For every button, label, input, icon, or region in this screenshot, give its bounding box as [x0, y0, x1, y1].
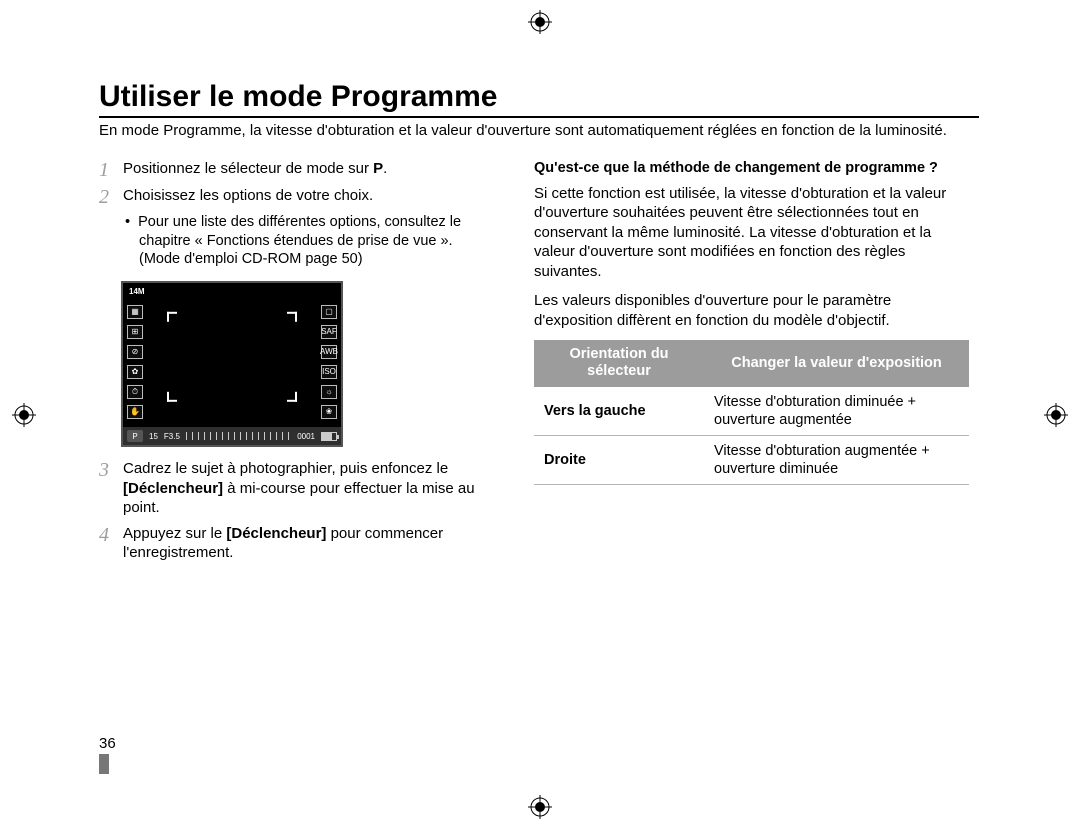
step-number: 2 [99, 186, 123, 207]
camera-lcd: 14M ▦ ⊞ ⊘ ✿ ⏱ ✋ ▢ SAF AWB ISO ☼ [121, 281, 343, 447]
lcd-stabilizer-icon: ✋ [127, 405, 143, 419]
table-header: Changer la valeur d'exposition [704, 340, 969, 387]
lcd-mode-icon: P [127, 430, 143, 442]
table-cell-direction: Vers la gauche [534, 387, 704, 436]
lcd-iso-icon: ISO [321, 365, 337, 379]
crop-mark-bottom-icon [528, 795, 552, 819]
step-1: 1 Positionnez le sélecteur de mode sur P… [99, 159, 494, 180]
table-cell-direction: Droite [534, 436, 704, 485]
step-bold: [Déclencheur] [226, 525, 326, 542]
lcd-picture-icon: ❀ [321, 405, 337, 419]
focus-corner-icon [167, 312, 177, 322]
step-3: 3 Cadrez le sujet à photographier, puis … [99, 459, 494, 518]
lcd-drive-icon: ⊞ [127, 325, 143, 339]
table-cell-value: Vitesse d'obturation augmentée + ouvertu… [704, 436, 969, 485]
lcd-left-icons: ▦ ⊞ ⊘ ✿ ⏱ ✋ [127, 305, 143, 419]
table-row: Vers la gauche Vitesse d'obturation dimi… [534, 387, 969, 436]
focus-corner-icon [287, 312, 297, 322]
step-2-sub: Pour une liste des différentes options, … [139, 213, 494, 270]
crop-mark-right-icon [1044, 403, 1068, 427]
intro-text: En mode Programme, la vitesse d'obturati… [99, 122, 979, 141]
step-2: 2 Choisissez les options de votre choix. [99, 186, 494, 207]
step-body: Choisissez les options de votre choix. [123, 186, 494, 207]
step-bold: P [373, 160, 383, 177]
page-number-bar-icon [99, 754, 109, 774]
lcd-flash-icon: ⊘ [127, 345, 143, 359]
lcd-right-icons: ▢ SAF AWB ISO ☼ ❀ [321, 305, 337, 419]
lcd-counter: 0001 [297, 432, 315, 441]
step-text: Cadrez le sujet à photographier, puis en… [123, 460, 448, 477]
step-number: 3 [99, 459, 123, 518]
paragraph: Si cette fonction est utilisée, la vites… [534, 184, 969, 282]
step-body: Positionnez le sélecteur de mode sur P. [123, 159, 494, 180]
table-cell-value: Vitesse d'obturation diminuée + ouvertur… [704, 387, 969, 436]
table-row: Droite Vitesse d'obturation augmentée + … [534, 436, 969, 485]
step-bold: [Déclencheur] [123, 480, 223, 497]
lcd-af-icon: SAF [321, 325, 337, 339]
step-text: Positionnez le sélecteur de mode sur [123, 160, 373, 177]
lcd-battery-icon [321, 432, 337, 441]
step-number: 4 [99, 524, 123, 563]
lcd-metering-icon: ▦ [127, 305, 143, 319]
lcd-wb-icon: AWB [321, 345, 337, 359]
step-text: Appuyez sur le [123, 525, 226, 542]
camera-lcd-illustration: 14M ▦ ⊞ ⊘ ✿ ⏱ ✋ ▢ SAF AWB ISO ☼ [121, 281, 494, 447]
step-text-after: . [383, 160, 387, 177]
step-number: 1 [99, 159, 123, 180]
page-number: 36 [99, 735, 116, 774]
step-4: 4 Appuyez sur le [Déclencheur] pour comm… [99, 524, 494, 563]
two-columns: 1 Positionnez le sélecteur de mode sur P… [99, 159, 979, 569]
lcd-aperture: F3.5 [164, 432, 180, 441]
page-number-text: 36 [99, 735, 116, 752]
lcd-resolution-label: 14M [129, 287, 145, 296]
lcd-exposure-icon: ☼ [321, 385, 337, 399]
page-title: Utiliser le mode Programme [99, 80, 979, 118]
paragraph: Les valeurs disponibles d'ouverture pour… [534, 291, 969, 330]
lcd-quality-icon: ▢ [321, 305, 337, 319]
lcd-bottom-bar: P 15 F3.5 0001 [123, 427, 341, 445]
lcd-shutter: 15 [149, 432, 158, 441]
exposure-table: Orientation du sélecteur Changer la vale… [534, 340, 969, 485]
lcd-focus-brackets [167, 312, 297, 402]
lcd-timer-icon: ⏱ [127, 385, 143, 399]
lcd-color-icon: ✿ [127, 365, 143, 379]
table-header-row: Orientation du sélecteur Changer la vale… [534, 340, 969, 387]
page-content: Utiliser le mode Programme En mode Progr… [99, 80, 979, 569]
step-body: Cadrez le sujet à photographier, puis en… [123, 459, 494, 518]
lcd-ev-scale-icon [186, 432, 291, 440]
focus-corner-icon [167, 392, 177, 402]
right-column: Qu'est-ce que la méthode de changement d… [534, 159, 969, 569]
crop-mark-top-icon [528, 10, 552, 34]
step-body: Appuyez sur le [Déclencheur] pour commen… [123, 524, 494, 563]
question-heading: Qu'est-ce que la méthode de changement d… [534, 159, 969, 178]
left-column: 1 Positionnez le sélecteur de mode sur P… [99, 159, 494, 569]
crop-mark-left-icon [12, 403, 36, 427]
table-header: Orientation du sélecteur [534, 340, 704, 387]
focus-corner-icon [287, 392, 297, 402]
